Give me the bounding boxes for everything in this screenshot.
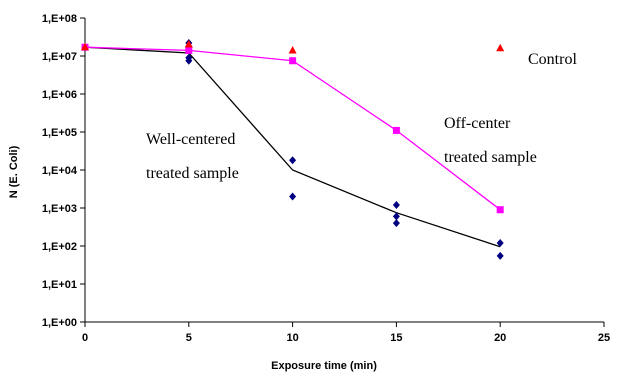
well-centered-point [185, 56, 193, 65]
y-tick-label: 1,E+00 [42, 317, 77, 329]
y-axis-title: N (E. Coli) [8, 145, 20, 198]
well-centered-point [392, 200, 400, 209]
x-axis-title: Exposure time (min) [271, 360, 377, 372]
well-centered-point [289, 192, 297, 201]
annotation-control-label: Control [528, 51, 577, 68]
well-centered-point [496, 251, 504, 260]
x-tick-label: 20 [494, 332, 506, 344]
annotations: Control Well-centered treated sample Off-ce… [146, 51, 577, 182]
x-tick-label: 15 [390, 332, 402, 344]
control-point [496, 43, 505, 52]
well-centered-point [496, 238, 504, 247]
y-tick-label: 1,E+06 [42, 89, 77, 101]
y-tick-label: 1,E+07 [42, 51, 77, 63]
control-point [184, 40, 193, 48]
annotation-well-label-2: treated sample [146, 165, 239, 182]
off-series-line [84, 46, 501, 211]
well-centered-point [392, 212, 400, 221]
control-point [81, 42, 89, 51]
well-centered-point [392, 219, 400, 228]
x-tick-label: 5 [186, 332, 192, 344]
y-tick-label: 1,E+03 [42, 203, 77, 215]
x-tick-label: 25 [598, 332, 610, 344]
y-tick-label: 1,E+08 [42, 13, 77, 25]
annotation-off-label-2: treated sample [444, 149, 537, 166]
off-center-point [392, 126, 400, 134]
y-tick-label: 1,E+05 [42, 127, 77, 139]
series-markers [81, 38, 505, 260]
annotation-well-label-1: Well-centered [146, 131, 235, 148]
well-series-line [84, 46, 501, 248]
x-tick-label: 10 [286, 332, 298, 344]
y-ticks: 1,E+00 1,E+01 1,E+02 1,E+03 1,E+04 1,E+05 1,E+… [42, 13, 85, 329]
y-tick-label: 1,E+01 [42, 279, 77, 291]
annotation-off-label-1: Off-center [444, 115, 511, 132]
x-tick-label: 0 [82, 332, 88, 344]
y-tick-label: 1,E+02 [42, 241, 77, 253]
off-center-point [496, 206, 504, 214]
control-point [288, 45, 297, 54]
x-ticks: 0 5 10 15 20 25 [82, 322, 610, 344]
well-centered-point [289, 156, 297, 165]
off-center-point [185, 46, 193, 54]
y-tick-label: 1,E+04 [42, 165, 78, 177]
off-center-point [289, 57, 297, 65]
